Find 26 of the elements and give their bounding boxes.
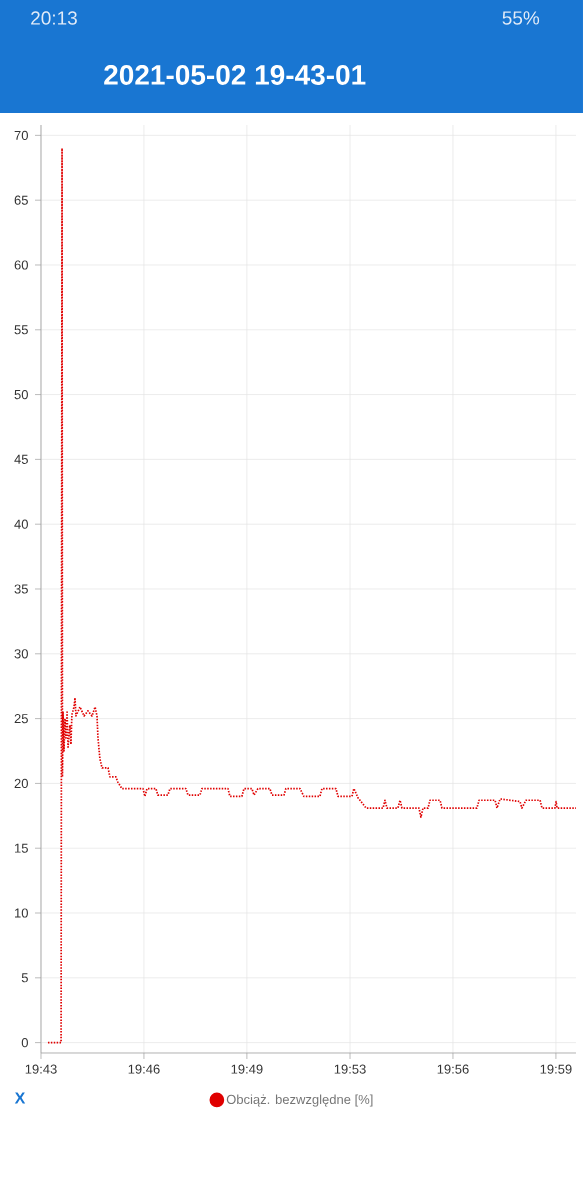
y-tick-label: 20	[14, 778, 28, 789]
y-tick-label: 50	[14, 389, 28, 400]
text: X	[14, 1092, 26, 1104]
x-tick-label: 19:46	[128, 1064, 160, 1074]
y-tick-label: 10	[15, 908, 28, 918]
y-tick-label: 35	[14, 584, 28, 594]
y-tick-label: 0	[21, 1038, 28, 1048]
y-tick-label: 25	[14, 714, 28, 724]
y-tick-label: 30	[14, 649, 28, 659]
legend-label: Obciąż. bezwzględne [%]	[226, 1094, 373, 1107]
y-tick-label: 40	[14, 519, 28, 529]
y-tick-label: 60	[14, 260, 28, 270]
y-tick-label: 15	[15, 843, 28, 853]
x-tick-label: 19:59	[540, 1064, 572, 1074]
x-tick-label: 19:56	[437, 1064, 469, 1074]
x-tick-label: 19:43	[25, 1064, 57, 1074]
text: 55%	[502, 11, 540, 25]
chart-title: 2021-05-02 19-43-01	[104, 65, 366, 85]
y-tick-label: 45	[14, 454, 28, 464]
y-tick-label: 70	[14, 130, 28, 140]
x-tick-label: 19:53	[334, 1064, 366, 1074]
y-tick-label: 55	[14, 325, 28, 335]
y-tick-label: 5	[21, 973, 28, 983]
x-tick-label: 19:49	[231, 1064, 263, 1074]
text: 20:13	[31, 11, 77, 25]
y-tick-label: 65	[14, 195, 28, 205]
